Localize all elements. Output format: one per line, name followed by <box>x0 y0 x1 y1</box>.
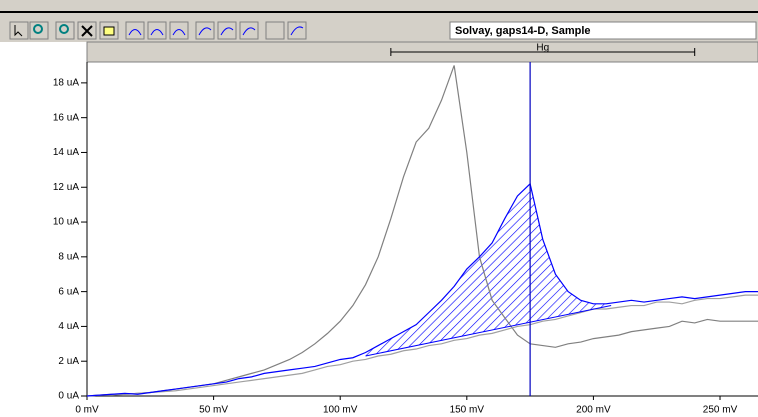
sample-text: Solvay, gaps14-D, Sample <box>455 25 591 37</box>
x-tick-label: 250 mV <box>703 405 738 416</box>
y-tick-label: 6 uA <box>58 286 79 297</box>
peak-area <box>366 184 612 356</box>
x-tick-label: 200 mV <box>576 405 611 416</box>
x-tick-label: 0 mV <box>75 405 99 416</box>
curve-button[interactable] <box>196 22 214 39</box>
peak-label: Hg <box>536 43 549 54</box>
x-tick-label: 50 mV <box>199 405 228 416</box>
peak-button[interactable] <box>148 22 166 39</box>
y-tick-label: 16 uA <box>53 112 79 123</box>
y-tick-label: 0 uA <box>58 391 79 402</box>
page: Solvay, gaps14-D, Sample 0 uA 2 uA 4 uA 6 u… <box>0 0 758 417</box>
icon <box>104 27 114 35</box>
curve-button[interactable] <box>288 22 306 39</box>
peak-button[interactable] <box>170 22 188 39</box>
y-tick-label: 18 uA <box>53 78 79 89</box>
app-window: Solvay, gaps14-D, Sample 0 uA 2 uA 4 uA 6 u… <box>0 0 758 417</box>
curve-button[interactable] <box>218 22 236 39</box>
y-tick-label: 10 uA <box>53 217 79 228</box>
peak-button[interactable] <box>126 22 144 39</box>
y-tick-label: 12 uA <box>53 182 79 193</box>
x-tick-label: 150 mV <box>450 405 485 416</box>
x-tick-label: 100 mV <box>323 405 358 416</box>
curve <box>87 65 758 396</box>
y-tick-label: 14 uA <box>53 147 79 158</box>
select-button[interactable] <box>10 22 28 39</box>
curve-button[interactable] <box>240 22 258 39</box>
grid-button[interactable] <box>266 22 284 39</box>
y-tick-label: 8 uA <box>58 251 79 262</box>
curve <box>87 184 758 396</box>
y-tick-label: 2 uA <box>58 356 79 367</box>
y-tick-label: 4 uA <box>58 321 79 332</box>
curve <box>87 295 758 396</box>
